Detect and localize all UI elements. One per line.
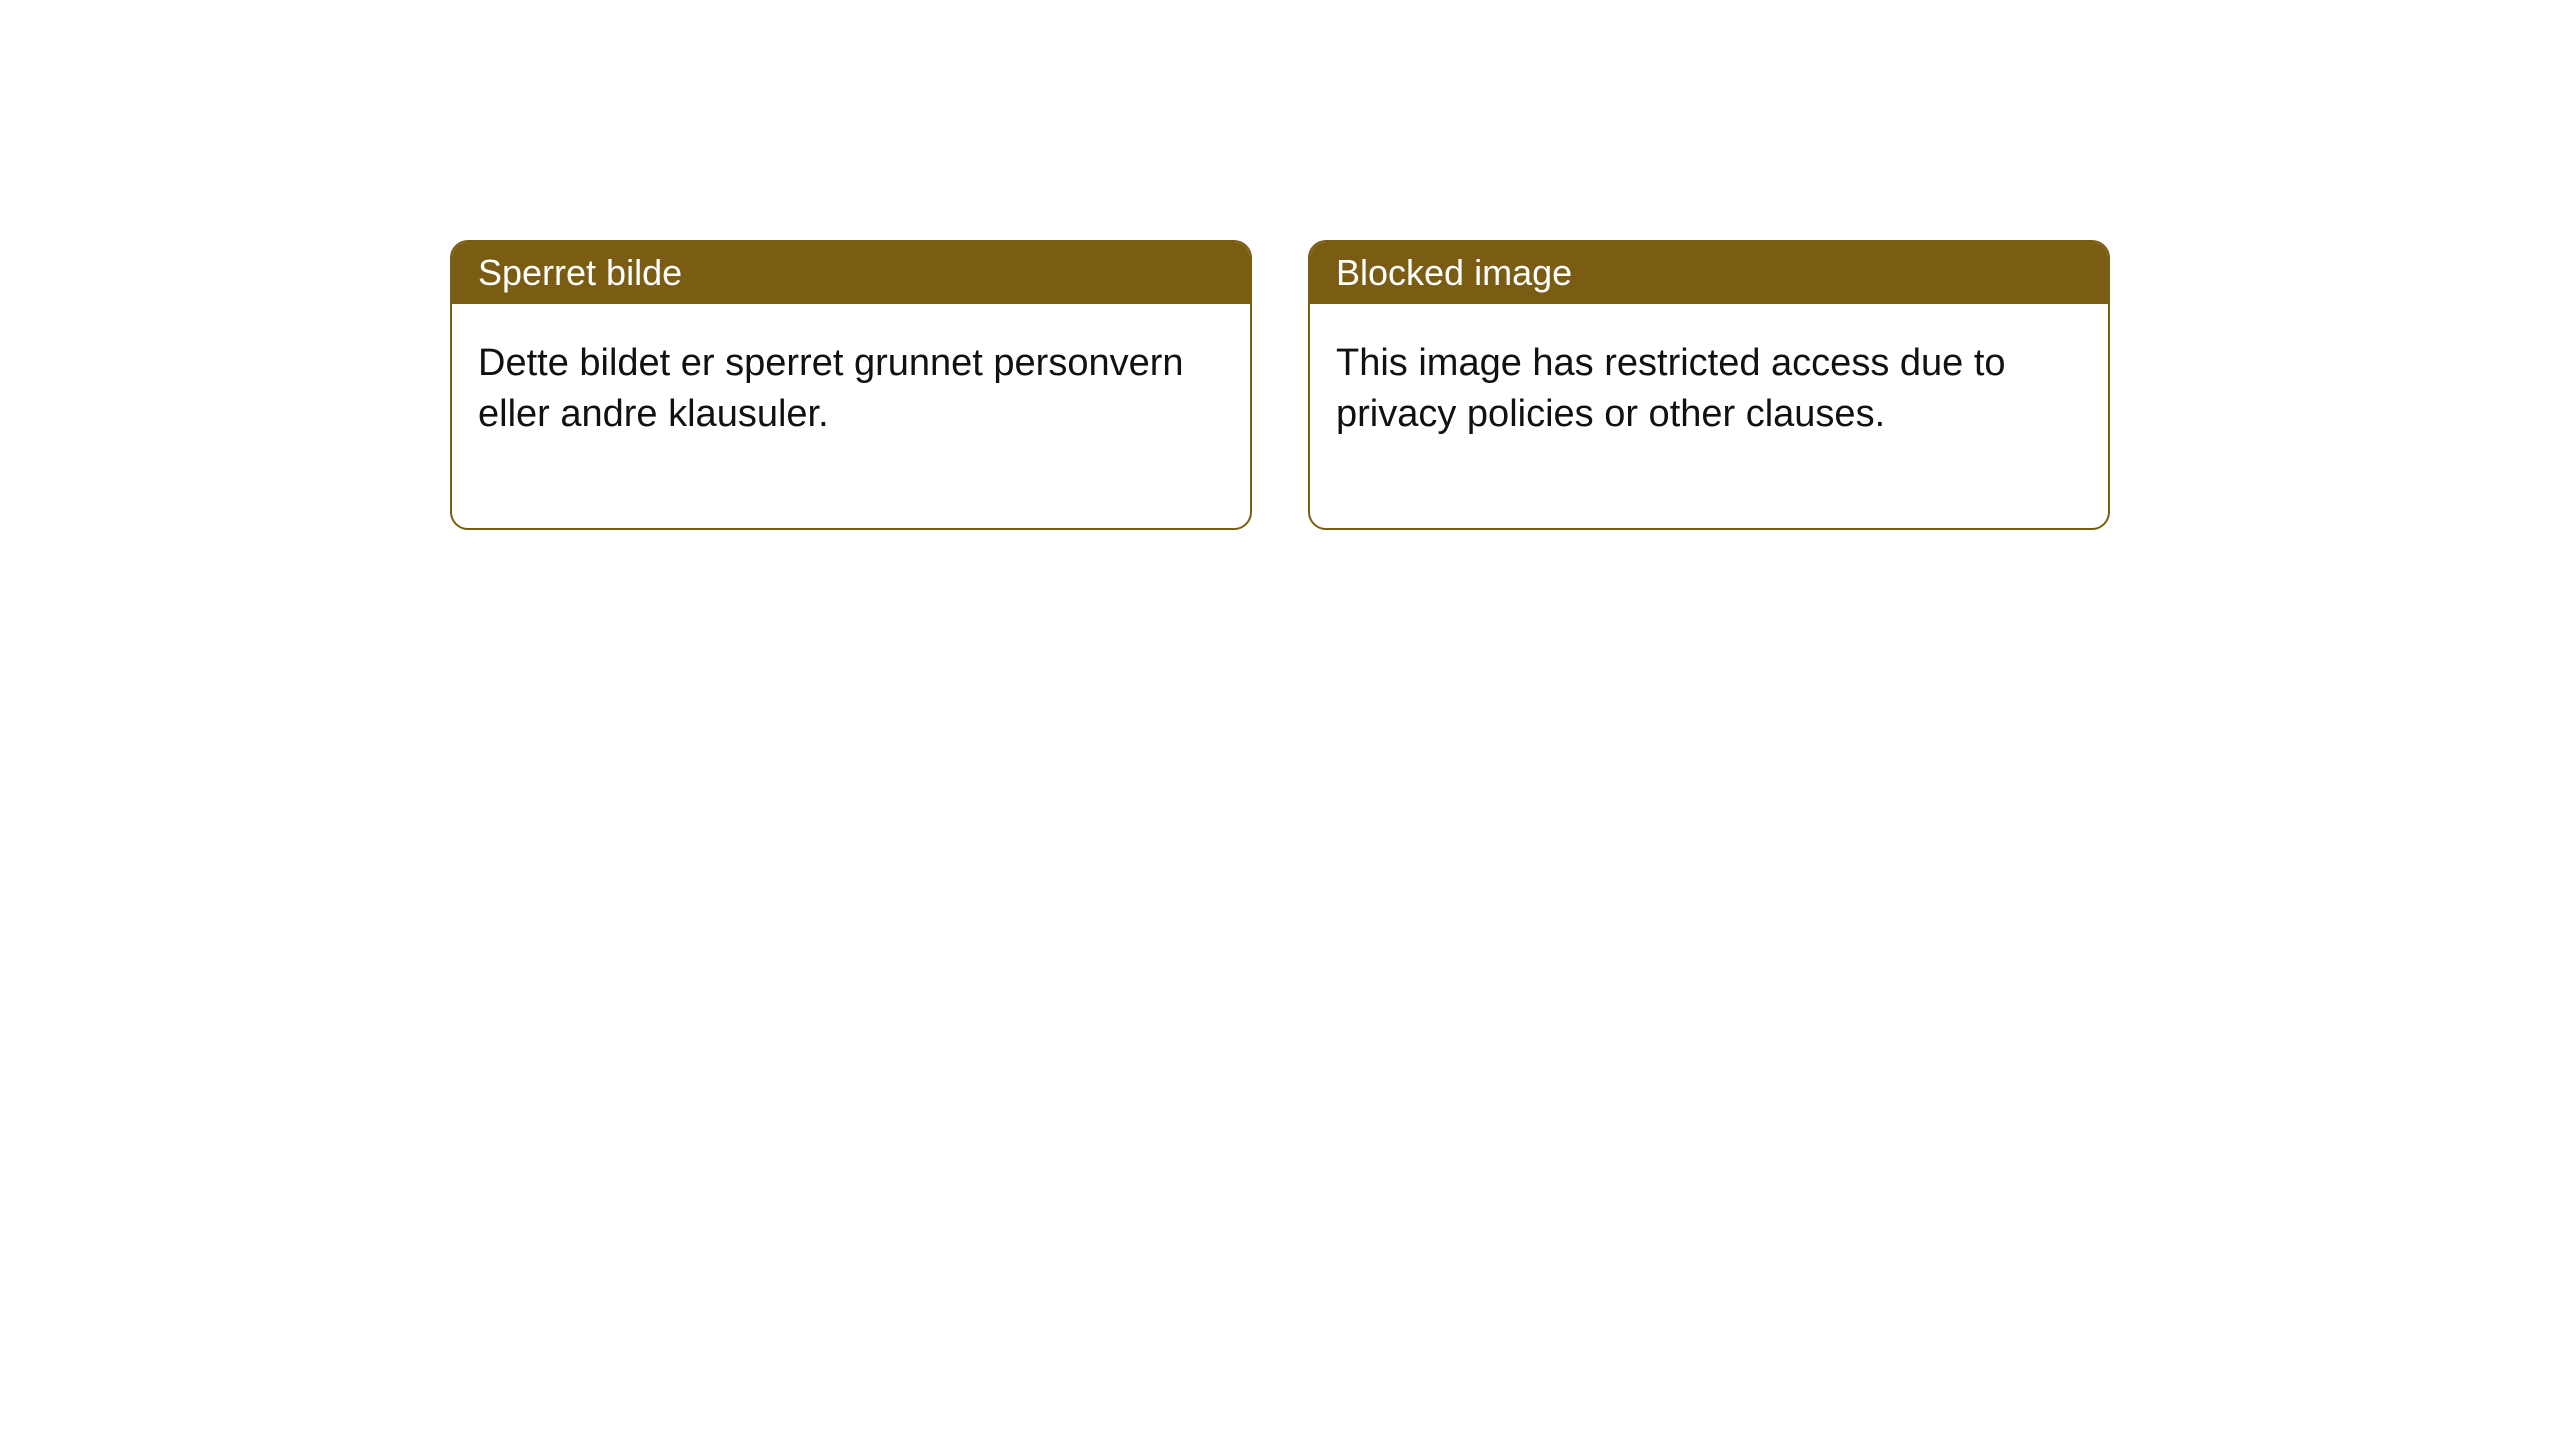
card-body-no: Dette bildet er sperret grunnet personve… bbox=[452, 304, 1250, 528]
blocked-notice-card-no: Sperret bilde Dette bildet er sperret gr… bbox=[450, 240, 1252, 530]
notice-container: Sperret bilde Dette bildet er sperret gr… bbox=[450, 240, 2110, 530]
card-header-en: Blocked image bbox=[1310, 242, 2108, 304]
blocked-notice-card-en: Blocked image This image has restricted … bbox=[1308, 240, 2110, 530]
card-header-no: Sperret bilde bbox=[452, 242, 1250, 304]
card-body-en: This image has restricted access due to … bbox=[1310, 304, 2108, 528]
